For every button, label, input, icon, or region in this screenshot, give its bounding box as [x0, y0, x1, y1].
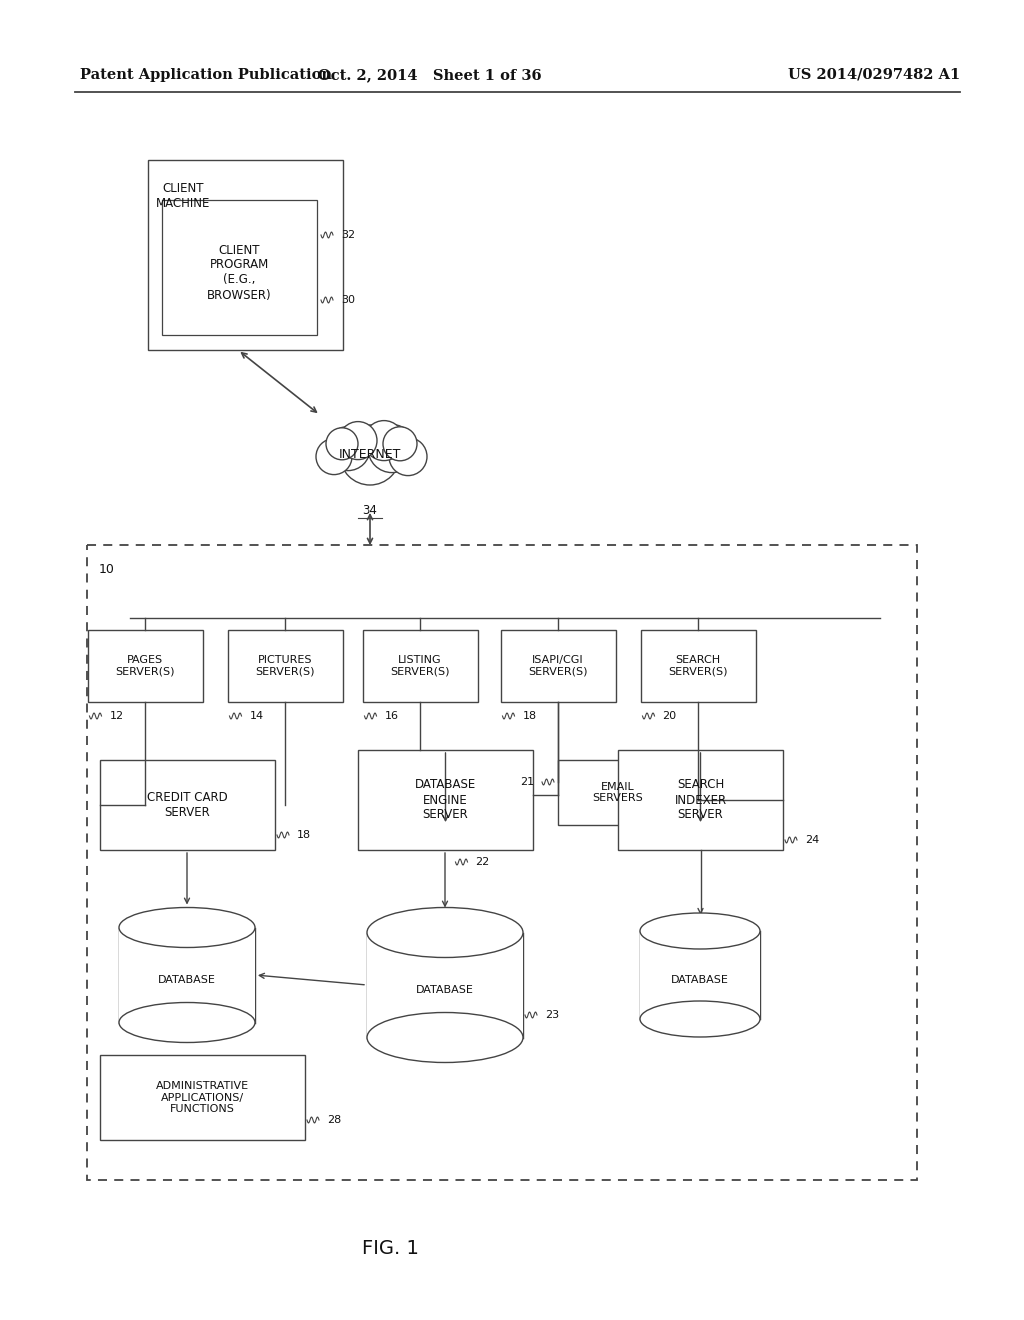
Bar [618, 750, 783, 850]
Text: SEARCH
SERVER(S): SEARCH SERVER(S) [669, 655, 728, 677]
Bar [100, 1055, 305, 1140]
Bar [367, 932, 523, 1038]
Bar [358, 750, 534, 850]
Text: 34: 34 [362, 503, 378, 516]
Text: 16: 16 [384, 711, 398, 721]
Text: 18: 18 [297, 830, 311, 840]
Circle shape [316, 438, 352, 475]
Text: 30: 30 [341, 294, 355, 305]
Text: CLIENT
MACHINE: CLIENT MACHINE [156, 182, 210, 210]
Circle shape [368, 425, 416, 473]
Text: PAGES
SERVER(S): PAGES SERVER(S) [116, 655, 175, 677]
Bar [362, 630, 477, 702]
Text: 23: 23 [545, 1010, 559, 1020]
Circle shape [326, 428, 358, 459]
Bar [501, 630, 615, 702]
Circle shape [340, 425, 400, 484]
Bar [162, 201, 317, 335]
Text: DATABASE: DATABASE [416, 985, 474, 995]
Bar [87, 630, 203, 702]
Bar [558, 760, 678, 825]
Text: 20: 20 [663, 711, 677, 721]
Text: 14: 14 [250, 711, 263, 721]
Circle shape [389, 438, 427, 475]
Text: LISTING
SERVER(S): LISTING SERVER(S) [390, 655, 450, 677]
Text: 22: 22 [475, 857, 489, 867]
Ellipse shape [640, 1001, 760, 1038]
Text: ADMINISTRATIVE
APPLICATIONS/
FUNCTIONS: ADMINISTRATIVE APPLICATIONS/ FUNCTIONS [156, 1081, 249, 1114]
Bar [227, 630, 342, 702]
Text: FIG. 1: FIG. 1 [361, 1238, 419, 1258]
Text: 21: 21 [520, 777, 534, 787]
Text: EMAIL
SERVERS: EMAIL SERVERS [593, 781, 643, 804]
Bar [640, 931, 760, 1019]
Bar [87, 545, 918, 1180]
Text: 10: 10 [99, 564, 115, 576]
Text: 24: 24 [805, 836, 819, 845]
Bar [148, 160, 343, 350]
Text: 32: 32 [341, 230, 355, 240]
Text: Patent Application Publication: Patent Application Publication [80, 69, 332, 82]
Text: CLIENT
PROGRAM
(E.G.,
BROWSER): CLIENT PROGRAM (E.G., BROWSER) [207, 243, 271, 301]
Circle shape [326, 426, 370, 471]
Ellipse shape [367, 1012, 523, 1063]
Bar [640, 630, 756, 702]
Text: ISAPI/CGI
SERVER(S): ISAPI/CGI SERVER(S) [528, 655, 588, 677]
Text: DATABASE: DATABASE [158, 975, 216, 985]
Text: PICTURES
SERVER(S): PICTURES SERVER(S) [255, 655, 314, 677]
Text: DATABASE: DATABASE [671, 975, 729, 985]
Text: SEARCH
INDEXER
SERVER: SEARCH INDEXER SERVER [675, 779, 727, 821]
Circle shape [364, 421, 404, 461]
Ellipse shape [119, 908, 255, 948]
Ellipse shape [119, 1002, 255, 1043]
Text: 12: 12 [110, 711, 124, 721]
Text: Oct. 2, 2014   Sheet 1 of 36: Oct. 2, 2014 Sheet 1 of 36 [318, 69, 542, 82]
Ellipse shape [640, 913, 760, 949]
Text: DATABASE
ENGINE
SERVER: DATABASE ENGINE SERVER [415, 779, 476, 821]
Circle shape [339, 421, 377, 459]
Bar [119, 928, 255, 1023]
Text: INTERNET: INTERNET [339, 449, 401, 462]
Ellipse shape [367, 908, 523, 957]
Text: US 2014/0297482 A1: US 2014/0297482 A1 [787, 69, 961, 82]
Bar [100, 760, 275, 850]
Text: 18: 18 [522, 711, 537, 721]
Text: 28: 28 [327, 1115, 341, 1125]
Text: CREDIT CARD
SERVER: CREDIT CARD SERVER [147, 791, 228, 818]
Circle shape [383, 426, 417, 461]
